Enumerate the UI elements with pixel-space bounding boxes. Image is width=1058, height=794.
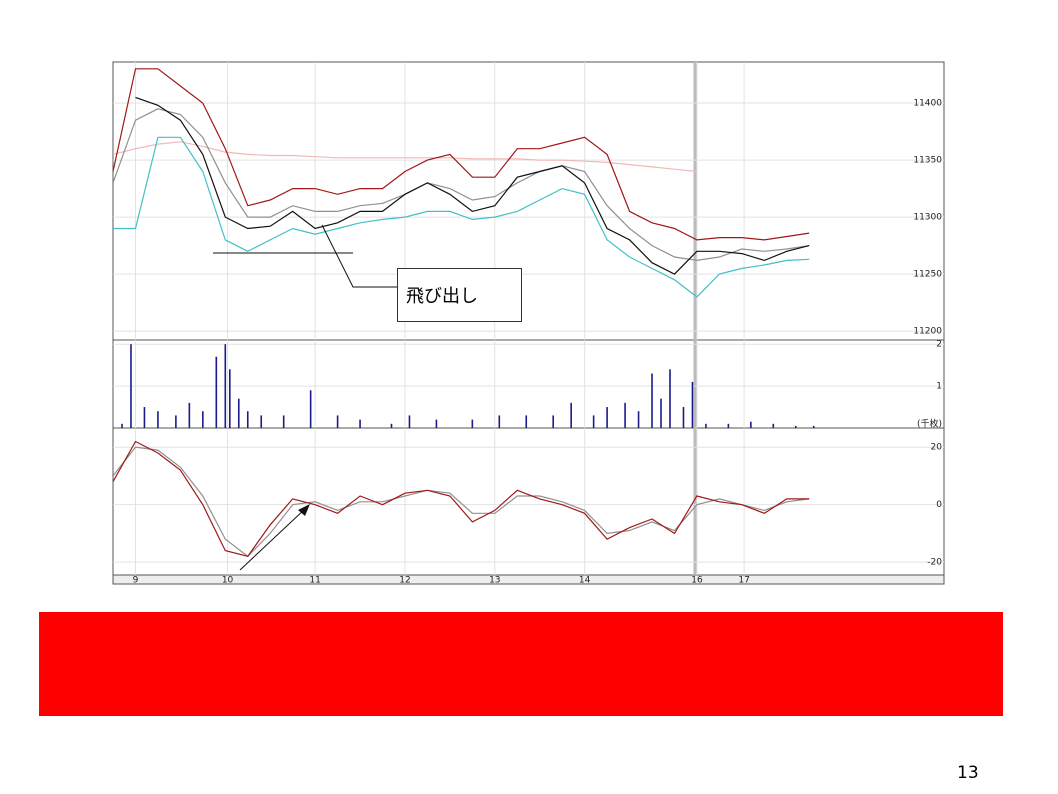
series-line	[113, 108, 810, 262]
volume-bar	[260, 415, 263, 428]
volume-bar	[552, 415, 555, 428]
panel	[113, 62, 944, 338]
volume-bar	[175, 415, 177, 428]
volume-bar	[691, 381, 694, 428]
banner	[39, 612, 1003, 716]
volume-bar	[188, 402, 191, 428]
volume-bar	[525, 415, 528, 428]
x-axis-strip	[112, 574, 945, 585]
volume-bar	[606, 407, 608, 428]
volume-bar	[408, 415, 411, 428]
panel	[113, 340, 944, 428]
y-tick-label: 2	[936, 340, 942, 350]
y-tick-label: 0	[936, 500, 942, 510]
volume-bar	[794, 425, 797, 428]
y-unit-label: (千枚)	[917, 418, 942, 430]
series-line	[113, 141, 697, 173]
volume-bar	[336, 415, 339, 428]
y-tick-label: 11250	[913, 270, 942, 280]
y-tick-label: 11400	[913, 99, 942, 109]
volume-bar	[471, 419, 474, 428]
volume-bar	[215, 356, 218, 428]
volume-bar	[498, 415, 501, 428]
x-tick-label: 9	[133, 576, 139, 586]
series-line	[113, 68, 810, 241]
volume-bar	[727, 423, 730, 428]
volume-bar	[121, 423, 123, 428]
x-tick-label: 16	[691, 576, 703, 586]
volume-bar	[570, 402, 572, 428]
x-tick-label: 13	[489, 576, 500, 586]
series-line	[113, 440, 810, 557]
arrow-head	[298, 504, 310, 516]
arrow-shaft	[239, 507, 307, 571]
y-tick-label: 1	[936, 382, 942, 392]
volume-bar	[660, 398, 662, 428]
volume-bar	[637, 411, 640, 428]
x-tick-label: 14	[579, 576, 591, 586]
volume-bar	[237, 398, 240, 428]
panel	[113, 430, 944, 575]
y-tick-label: 11300	[913, 213, 942, 223]
volume-bar	[246, 411, 249, 428]
volume-bar	[435, 419, 438, 428]
series-line	[135, 96, 810, 275]
x-tick-label: 10	[222, 576, 234, 586]
volume-bar	[812, 425, 815, 428]
y-tick-label: 11350	[913, 156, 942, 166]
x-tick-label: 11	[309, 576, 320, 586]
x-tick-label: 17	[738, 576, 749, 586]
volume-bar	[228, 369, 231, 428]
x-tick-label: 12	[399, 576, 410, 586]
volume-bar	[682, 407, 685, 428]
volume-bar	[359, 419, 361, 428]
volume-bar	[592, 415, 595, 428]
series-line	[113, 446, 810, 558]
volume-bar	[651, 373, 653, 428]
callout: 飛び出し	[397, 268, 522, 322]
volume-bar	[282, 415, 285, 428]
y-tick-label: 11200	[913, 327, 942, 337]
volume-bar	[705, 423, 707, 428]
plot-frame	[112, 61, 945, 585]
volume-bar	[202, 411, 204, 428]
volume-bar	[309, 390, 312, 428]
volume-bar	[624, 402, 626, 428]
y-tick-label: -20	[927, 558, 942, 568]
page-number: 13	[957, 763, 979, 783]
volume-bar	[772, 423, 775, 428]
volume-bar	[157, 411, 159, 428]
volume-bar	[390, 423, 393, 428]
volume-bar	[224, 344, 227, 428]
y-tick-label: 20	[931, 443, 943, 453]
volume-bar	[750, 421, 752, 428]
volume-bar	[130, 344, 132, 428]
series-line	[113, 136, 810, 298]
volume-bar	[143, 407, 146, 428]
volume-bar	[669, 369, 671, 428]
callout-leader	[321, 224, 397, 288]
